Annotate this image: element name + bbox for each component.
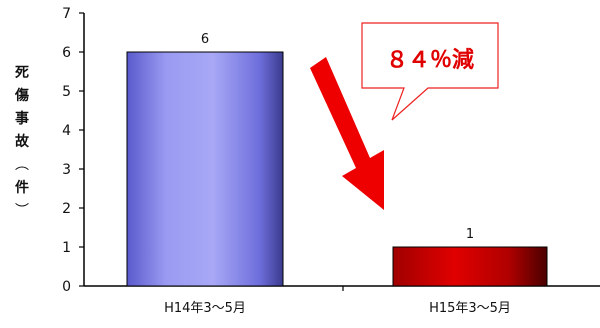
data-label: 1 <box>466 227 474 242</box>
y-axis-label-char: 傷 <box>15 88 29 104</box>
y-tick-label: 4 <box>62 123 71 139</box>
callout-text: ８４％減 <box>386 48 474 73</box>
callout-bubble <box>361 22 499 121</box>
y-axis-label-char: ︵ <box>15 157 29 173</box>
decrease-arrow <box>310 57 384 210</box>
y-tick-label: 2 <box>62 201 71 217</box>
y-axis-label-char: 故 <box>15 134 29 150</box>
y-axis-label-char: 件 <box>15 180 29 196</box>
y-tick-label: 0 <box>62 279 71 295</box>
y-tick-label: 6 <box>62 45 71 61</box>
y-tick-label: 1 <box>62 240 71 256</box>
y-axis-label-char: 死 <box>15 65 29 81</box>
y-tick-label: 3 <box>62 162 71 178</box>
bar <box>392 246 548 287</box>
x-tick-label: H14年3～5月 <box>164 301 246 316</box>
y-tick-label: 5 <box>62 84 71 100</box>
y-axis-label-char: ︶ <box>15 203 29 219</box>
x-tick-label: H15年3～5月 <box>429 301 511 316</box>
bar <box>126 51 284 287</box>
y-axis-label-char: 事 <box>15 111 29 127</box>
y-tick-label: 7 <box>62 6 71 22</box>
data-label: 6 <box>201 32 209 47</box>
